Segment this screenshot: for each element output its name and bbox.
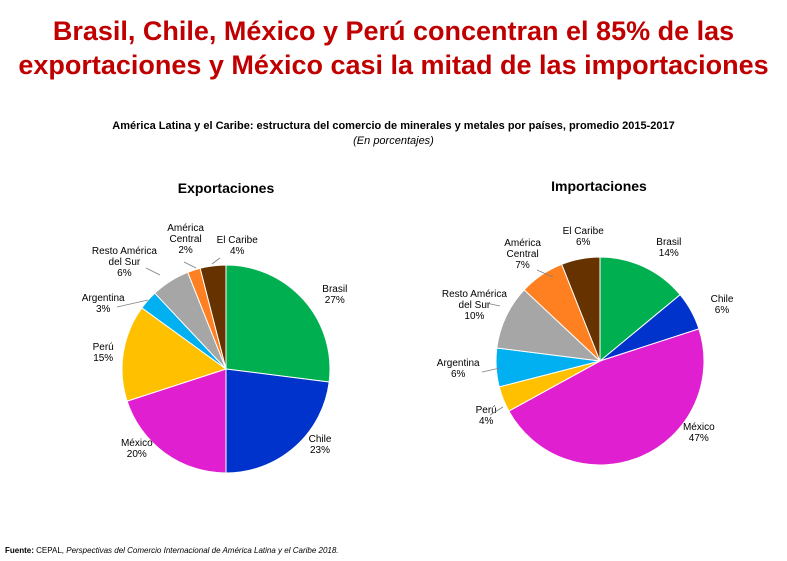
imports-slice-mexico <box>508 328 705 466</box>
imports-leader-line <box>481 367 501 373</box>
imports-pie <box>495 256 705 466</box>
exports-leader-line <box>211 257 221 265</box>
headline: Brasil, Chile, México y Perú concentran … <box>0 14 787 82</box>
source-note: Fuente: CEPAL, Perspectivas del Comercio… <box>5 546 339 555</box>
exports-slice-chile <box>225 368 330 474</box>
imports-label-mexico: México 47% <box>683 422 715 444</box>
chart-subtitle: América Latina y el Caribe: estructura d… <box>112 120 675 132</box>
exports-leader-line <box>116 299 149 308</box>
imports-label-el-caribe: El Caribe 6% <box>563 226 605 248</box>
imports-leader-line <box>489 406 504 416</box>
exports-leader-line <box>145 267 161 276</box>
imports-label-america-central: América Central 7% <box>504 238 541 271</box>
headline-line-2: exportaciones y México casi la mitad de … <box>18 50 769 80</box>
imports-leader-line <box>485 302 501 307</box>
exports-label-resto-america-del-sur: Resto América del Sur 6% <box>92 246 157 279</box>
exports-label-america-central: América Central 2% <box>167 223 204 256</box>
imports-title: Importaciones <box>551 178 647 194</box>
source-org: CEPAL, <box>36 546 64 555</box>
exports-title: Exportaciones <box>177 180 275 196</box>
headline-line-1: Brasil, Chile, México y Perú concentran … <box>52 16 735 46</box>
exports-label-argentina: Argentina 3% <box>82 293 125 315</box>
imports-slice-el-caribe <box>561 256 601 362</box>
exports-label-peru: Perú 15% <box>93 342 114 364</box>
exports-leader-line <box>183 261 197 269</box>
exports-label-el-caribe: El Caribe 4% <box>217 235 259 257</box>
imports-slice-brasil <box>599 256 681 363</box>
exports-label-brasil: Brasil 27% <box>322 284 347 306</box>
imports-label-peru: Perú 4% <box>476 405 497 427</box>
exports-label-mexico: México 20% <box>121 438 153 460</box>
imports-label-resto-america-del-sur: Resto América del Sur 10% <box>442 289 507 322</box>
imports-label-brasil: Brasil 14% <box>656 237 681 259</box>
source-label: Fuente: <box>5 546 34 555</box>
source-title: Perspectivas del Comercio Internacional … <box>66 546 339 555</box>
exports-slice-el-caribe <box>199 264 227 370</box>
exports-slice-mexico <box>126 368 227 474</box>
imports-leader-line <box>536 269 554 278</box>
exports-pie <box>121 264 331 474</box>
imports-label-chile: Chile 6% <box>711 294 734 316</box>
exports-slice-peru <box>121 307 228 402</box>
imports-label-argentina: Argentina 6% <box>437 358 480 380</box>
exports-slice-brasil <box>225 264 331 383</box>
exports-label-chile: Chile 23% <box>309 434 332 456</box>
chart-units-note: (En porcentajes) <box>353 135 434 147</box>
